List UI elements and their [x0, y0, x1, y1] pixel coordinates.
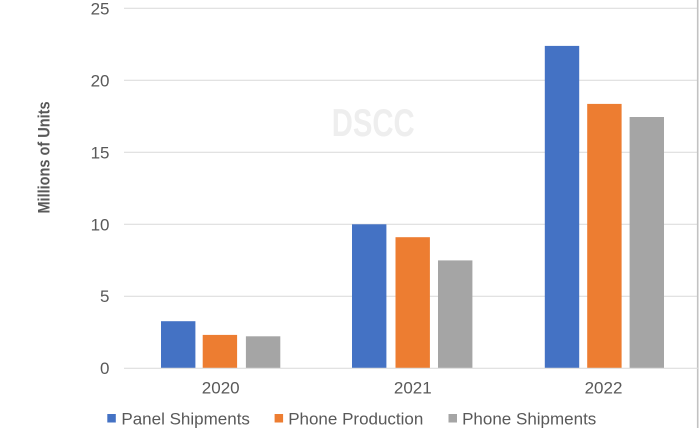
- svg-text:20: 20: [91, 71, 110, 90]
- svg-text:2020: 2020: [202, 378, 240, 397]
- svg-text:2021: 2021: [394, 378, 432, 397]
- svg-text:DSCC: DSCC: [332, 102, 415, 145]
- svg-text:2022: 2022: [585, 378, 623, 397]
- svg-text:25: 25: [91, 0, 110, 18]
- svg-text:Millions of Units: Millions of Units: [35, 101, 53, 213]
- svg-text:15: 15: [91, 143, 110, 162]
- svg-text:0: 0: [100, 359, 109, 378]
- svg-text:Panel Shipments: Panel Shipments: [121, 409, 250, 428]
- svg-text:Phone Production: Phone Production: [288, 409, 423, 428]
- svg-text:Phone Shipments: Phone Shipments: [462, 409, 596, 428]
- svg-text:5: 5: [100, 287, 109, 306]
- svg-text:10: 10: [91, 215, 110, 234]
